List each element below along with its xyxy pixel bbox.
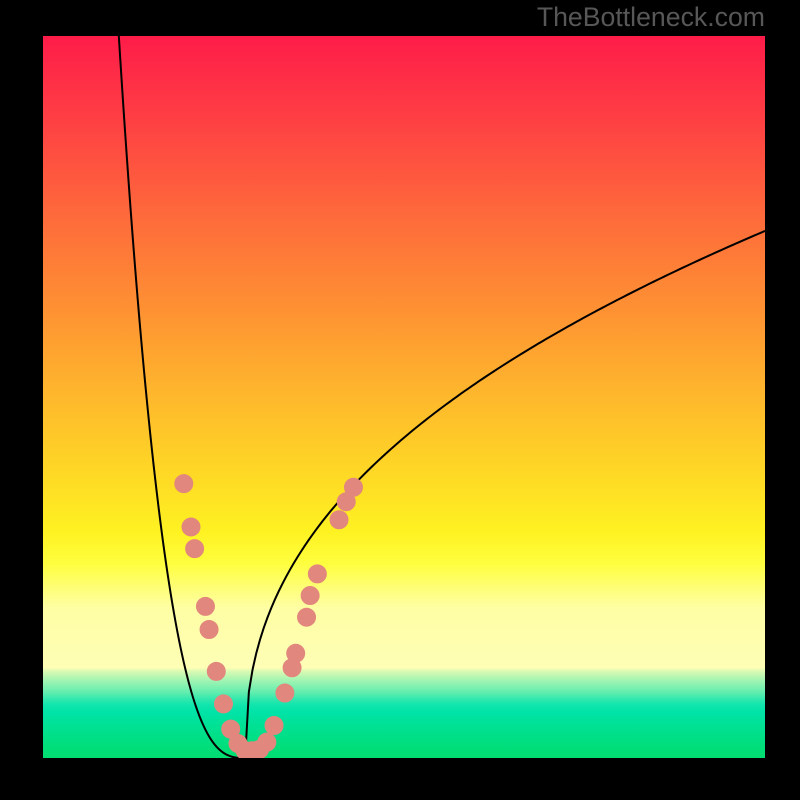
curve-marker bbox=[196, 597, 214, 615]
curve-marker bbox=[330, 511, 348, 529]
curve-marker bbox=[200, 620, 218, 638]
curve-marker bbox=[186, 540, 204, 558]
curve-marker bbox=[276, 684, 294, 702]
chart-root: TheBottleneck.com bbox=[0, 0, 800, 800]
watermark-text: TheBottleneck.com bbox=[537, 2, 765, 32]
curve-marker bbox=[344, 478, 362, 496]
curve-marker bbox=[265, 717, 283, 735]
curve-marker bbox=[301, 587, 319, 605]
curve-marker bbox=[207, 662, 225, 680]
curve-marker bbox=[298, 608, 316, 626]
curve-marker bbox=[175, 475, 193, 493]
curve-marker bbox=[258, 733, 276, 751]
curve-marker bbox=[287, 644, 305, 662]
curve-marker bbox=[182, 518, 200, 536]
chart-svg: TheBottleneck.com bbox=[0, 0, 800, 800]
curve-marker bbox=[308, 565, 326, 583]
curve-marker bbox=[215, 695, 233, 713]
plot-background bbox=[43, 36, 765, 758]
